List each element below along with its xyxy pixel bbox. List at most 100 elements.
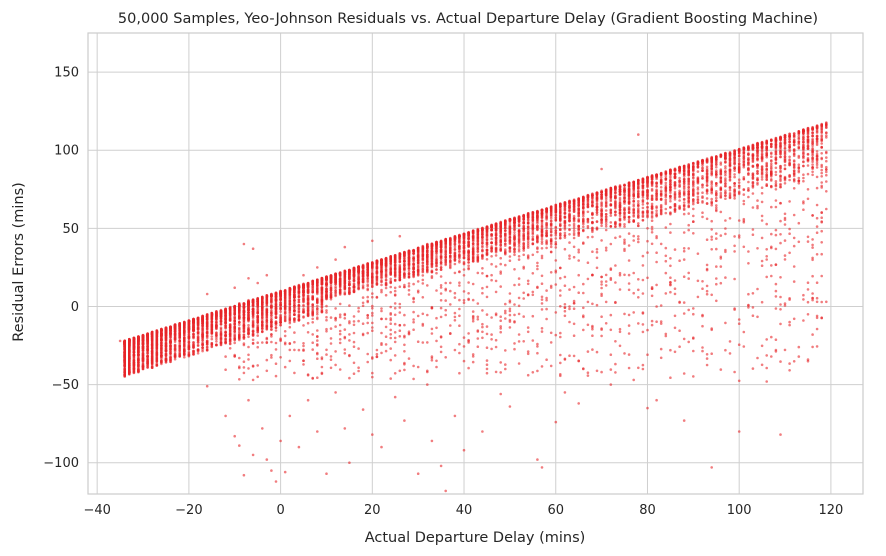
data-point (462, 256, 466, 259)
data-point (669, 191, 672, 195)
data-point (820, 168, 823, 172)
data-point (458, 261, 461, 264)
data-point (788, 149, 791, 153)
data-point (600, 224, 603, 228)
data-point (559, 207, 562, 211)
data-point (540, 216, 544, 220)
data-point (577, 234, 580, 237)
data-point (591, 216, 594, 220)
grid-lines (88, 33, 863, 494)
data-point (637, 199, 640, 203)
data-point (316, 310, 319, 314)
data-point (715, 173, 718, 177)
data-point (806, 153, 810, 156)
data-point (256, 323, 260, 327)
data-point (820, 165, 823, 168)
data-point (577, 220, 580, 223)
data-point (733, 166, 736, 170)
data-point (572, 224, 576, 228)
data-point (618, 222, 622, 226)
data-point (737, 181, 741, 184)
data-point (756, 169, 759, 173)
data-point (756, 172, 759, 175)
data-point (715, 190, 718, 193)
data-point (646, 201, 649, 205)
data-point (279, 313, 282, 317)
data-point (770, 159, 773, 163)
data-point (724, 182, 727, 185)
data-point (563, 225, 567, 228)
data-point (733, 182, 736, 185)
data-point (742, 193, 746, 196)
data-point (760, 186, 764, 189)
data-point (554, 233, 558, 237)
data-point (692, 165, 695, 169)
data-point (540, 240, 544, 243)
chart-title: 50,000 Samples, Yeo-Johnson Residuals vs… (118, 11, 818, 27)
data-point (274, 326, 278, 330)
data-point (591, 204, 594, 207)
data-point (715, 175, 718, 179)
data-point (568, 233, 571, 236)
data-point (664, 211, 668, 215)
data-point (710, 190, 713, 193)
data-point (820, 142, 823, 145)
data-point (224, 327, 227, 330)
data-point (783, 144, 787, 148)
data-point (770, 155, 773, 158)
data-point (320, 293, 324, 297)
data-point (513, 228, 516, 232)
data-point (238, 323, 241, 327)
data-point (797, 163, 801, 166)
data-point (247, 323, 250, 327)
data-point (513, 231, 516, 234)
data-point (815, 166, 819, 169)
data-point (481, 257, 484, 260)
data-point (678, 199, 681, 202)
data-point (802, 160, 805, 164)
data-point (219, 338, 223, 341)
data-point (618, 208, 622, 212)
data-point (563, 209, 567, 212)
data-point (783, 164, 787, 167)
data-point (687, 196, 690, 200)
data-point (659, 212, 663, 216)
data-point (779, 177, 782, 181)
data-point (380, 283, 383, 287)
data-point (733, 157, 736, 160)
data-point (637, 210, 640, 214)
data-point (682, 201, 686, 204)
data-point (210, 337, 214, 341)
data-point (595, 199, 599, 203)
data-point (393, 263, 397, 267)
data-point (302, 311, 305, 314)
data-point (751, 192, 755, 195)
data-point (655, 209, 658, 212)
data-point (825, 151, 828, 155)
data-point (788, 178, 791, 182)
data-point (825, 156, 828, 159)
data-point (352, 282, 356, 286)
data-point (205, 335, 209, 338)
data-point (623, 223, 626, 226)
data-point (774, 170, 778, 174)
data-point (604, 225, 608, 228)
data-point (288, 321, 292, 325)
data-point (316, 308, 319, 312)
data-point (742, 177, 746, 181)
data-point (192, 335, 195, 338)
data-point (825, 168, 828, 171)
data-point (270, 314, 273, 317)
data-point (183, 355, 186, 359)
data-point (696, 195, 700, 199)
data-point (820, 134, 823, 137)
data-point (788, 155, 791, 159)
data-point (646, 205, 649, 209)
data-point (737, 186, 741, 190)
data-point (366, 280, 370, 284)
data-point (568, 228, 571, 231)
data-point (586, 210, 590, 214)
data-point (802, 154, 805, 158)
data-point (582, 228, 585, 232)
